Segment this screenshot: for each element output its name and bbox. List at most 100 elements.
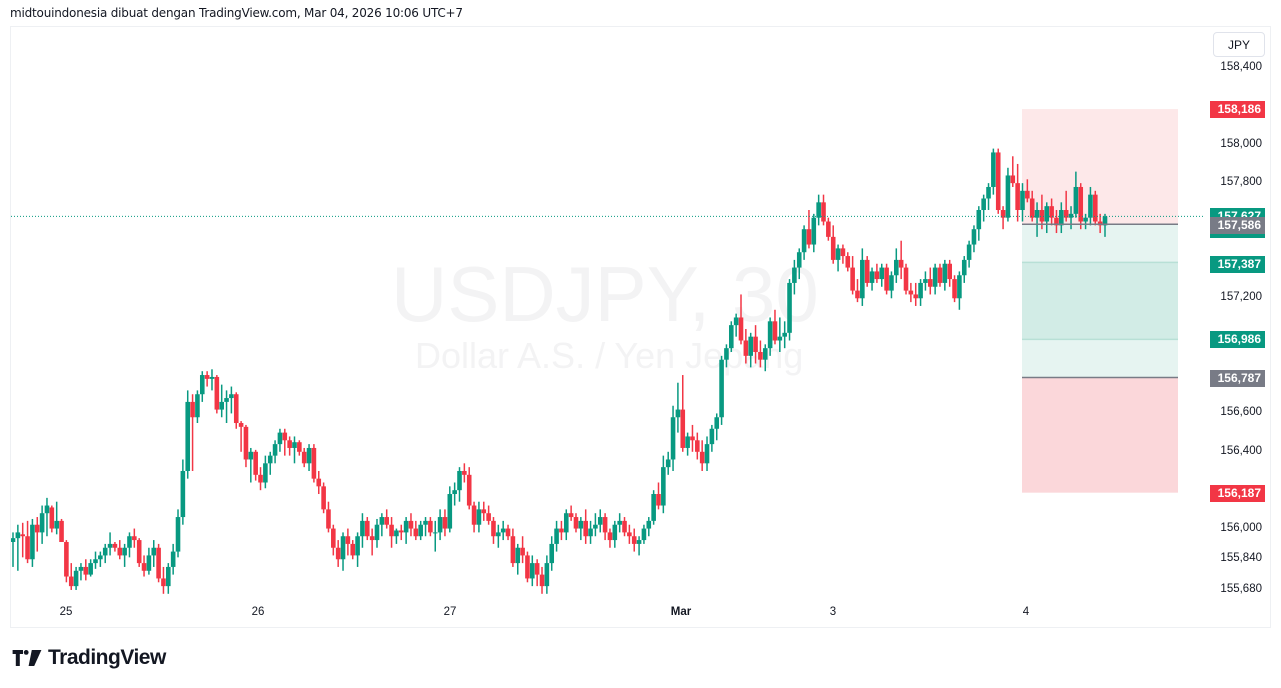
tradingview-logo: TradingView — [12, 646, 166, 670]
candle-body — [835, 248, 841, 260]
candle-body — [874, 271, 880, 280]
candle-body — [1025, 190, 1030, 199]
candle-body — [199, 375, 205, 395]
candle-body — [845, 256, 851, 268]
chart-plot-area[interactable]: USDJPY, 30 Dollar A.S. / Yen Jepang — [11, 27, 1203, 599]
candle-body — [151, 547, 157, 556]
candle-body — [665, 459, 671, 468]
candle-body — [840, 248, 846, 257]
candle-body — [462, 470, 467, 475]
candle-body — [321, 486, 326, 510]
candle-body — [306, 447, 312, 464]
candle-body — [83, 566, 89, 575]
candle-body — [185, 401, 191, 471]
chart-attribution-header: midtouindonesia dibuat dengan TradingVie… — [10, 6, 463, 20]
candle-body — [908, 290, 914, 295]
candle-body — [452, 490, 457, 495]
candle-body — [719, 359, 724, 418]
risk-zone-lower — [1022, 377, 1178, 493]
entry-price-label: 157,586 — [1210, 217, 1265, 235]
price-tick-label: 158,000 — [1220, 137, 1262, 150]
candle-body — [995, 152, 1001, 211]
candle-body — [413, 528, 419, 537]
candle-body — [442, 517, 448, 529]
candle-body — [549, 543, 555, 564]
price-tick-label: 156,600 — [1220, 406, 1262, 419]
candle-body — [884, 267, 889, 291]
candle-body — [340, 536, 346, 560]
candle-body — [447, 494, 453, 529]
candle-body — [991, 152, 996, 187]
candle-body — [695, 440, 700, 452]
candle-body — [102, 547, 108, 556]
candle-body — [64, 541, 69, 577]
candle-body — [369, 536, 375, 541]
time-axis[interactable]: 25 26 27 Mar 3 4 — [11, 600, 1203, 626]
candle-body — [583, 520, 588, 537]
candle-body — [976, 210, 982, 230]
candle-body — [243, 426, 249, 460]
candle-body — [398, 530, 404, 533]
candle-body — [510, 536, 516, 564]
candle-body — [156, 547, 161, 579]
candle-body — [869, 271, 875, 283]
candle-body — [136, 540, 142, 564]
stop-loss-bottom-price-label: 156,187 — [1210, 484, 1265, 502]
candle-body — [54, 520, 59, 529]
candle-body — [39, 513, 45, 533]
candle-body — [25, 536, 30, 560]
price-tick-label: 158,400 — [1220, 61, 1262, 73]
candle-body — [850, 267, 855, 291]
price-tick-label: 155,840 — [1220, 552, 1262, 565]
candle-body — [49, 507, 55, 529]
candle-body — [636, 540, 642, 544]
candle-body — [539, 574, 545, 587]
candle-body — [661, 467, 666, 506]
candle-body — [952, 279, 957, 299]
description-watermark: Dollar A.S. / Yen Jepang — [415, 335, 804, 376]
candle-body — [209, 376, 215, 379]
candle-body — [267, 455, 273, 464]
candle-body — [1097, 221, 1103, 226]
candle-body — [180, 470, 186, 518]
candlestick-chart[interactable] — [11, 27, 1203, 599]
candle-body — [229, 394, 234, 399]
candle-body — [384, 517, 390, 525]
candle-body — [331, 528, 336, 548]
candle-body — [59, 520, 64, 542]
candle-body — [403, 520, 409, 533]
candle-body — [1029, 198, 1035, 218]
candle-body — [316, 478, 322, 487]
candle-body — [389, 524, 394, 537]
currency-button[interactable]: JPY — [1213, 32, 1265, 57]
candle-body — [204, 375, 210, 379]
time-tick-label: Mar — [670, 606, 692, 618]
candle-body — [772, 321, 778, 341]
candle-body — [758, 352, 763, 360]
candle-body — [1005, 175, 1011, 218]
candle-body — [233, 394, 239, 424]
candle-body — [311, 447, 317, 479]
candle-body — [913, 294, 919, 299]
candle-body — [966, 244, 972, 260]
candle-body — [670, 417, 676, 460]
candle-body — [830, 236, 836, 260]
target-2-price-label: 156,986 — [1210, 331, 1265, 349]
candle-body — [34, 524, 40, 533]
candle-body — [1073, 186, 1079, 214]
price-tick-label: 157,800 — [1220, 176, 1262, 189]
candle-body — [248, 451, 254, 460]
candle-body — [782, 332, 787, 337]
price-tick-label: 155,680 — [1220, 582, 1262, 595]
chart-frame — [10, 26, 1271, 628]
candle-body — [112, 543, 118, 548]
candle-body — [355, 536, 360, 556]
candle-body — [190, 401, 195, 418]
candle-body — [690, 436, 695, 441]
candle-body — [379, 517, 385, 525]
price-axis[interactable]: JPY 158,400 158,000 157,800 157,200 156,600 1… — [1203, 27, 1269, 627]
candle-body — [607, 532, 613, 541]
candle-body — [263, 463, 268, 483]
candle-body — [219, 401, 224, 410]
candle-body — [612, 524, 618, 541]
